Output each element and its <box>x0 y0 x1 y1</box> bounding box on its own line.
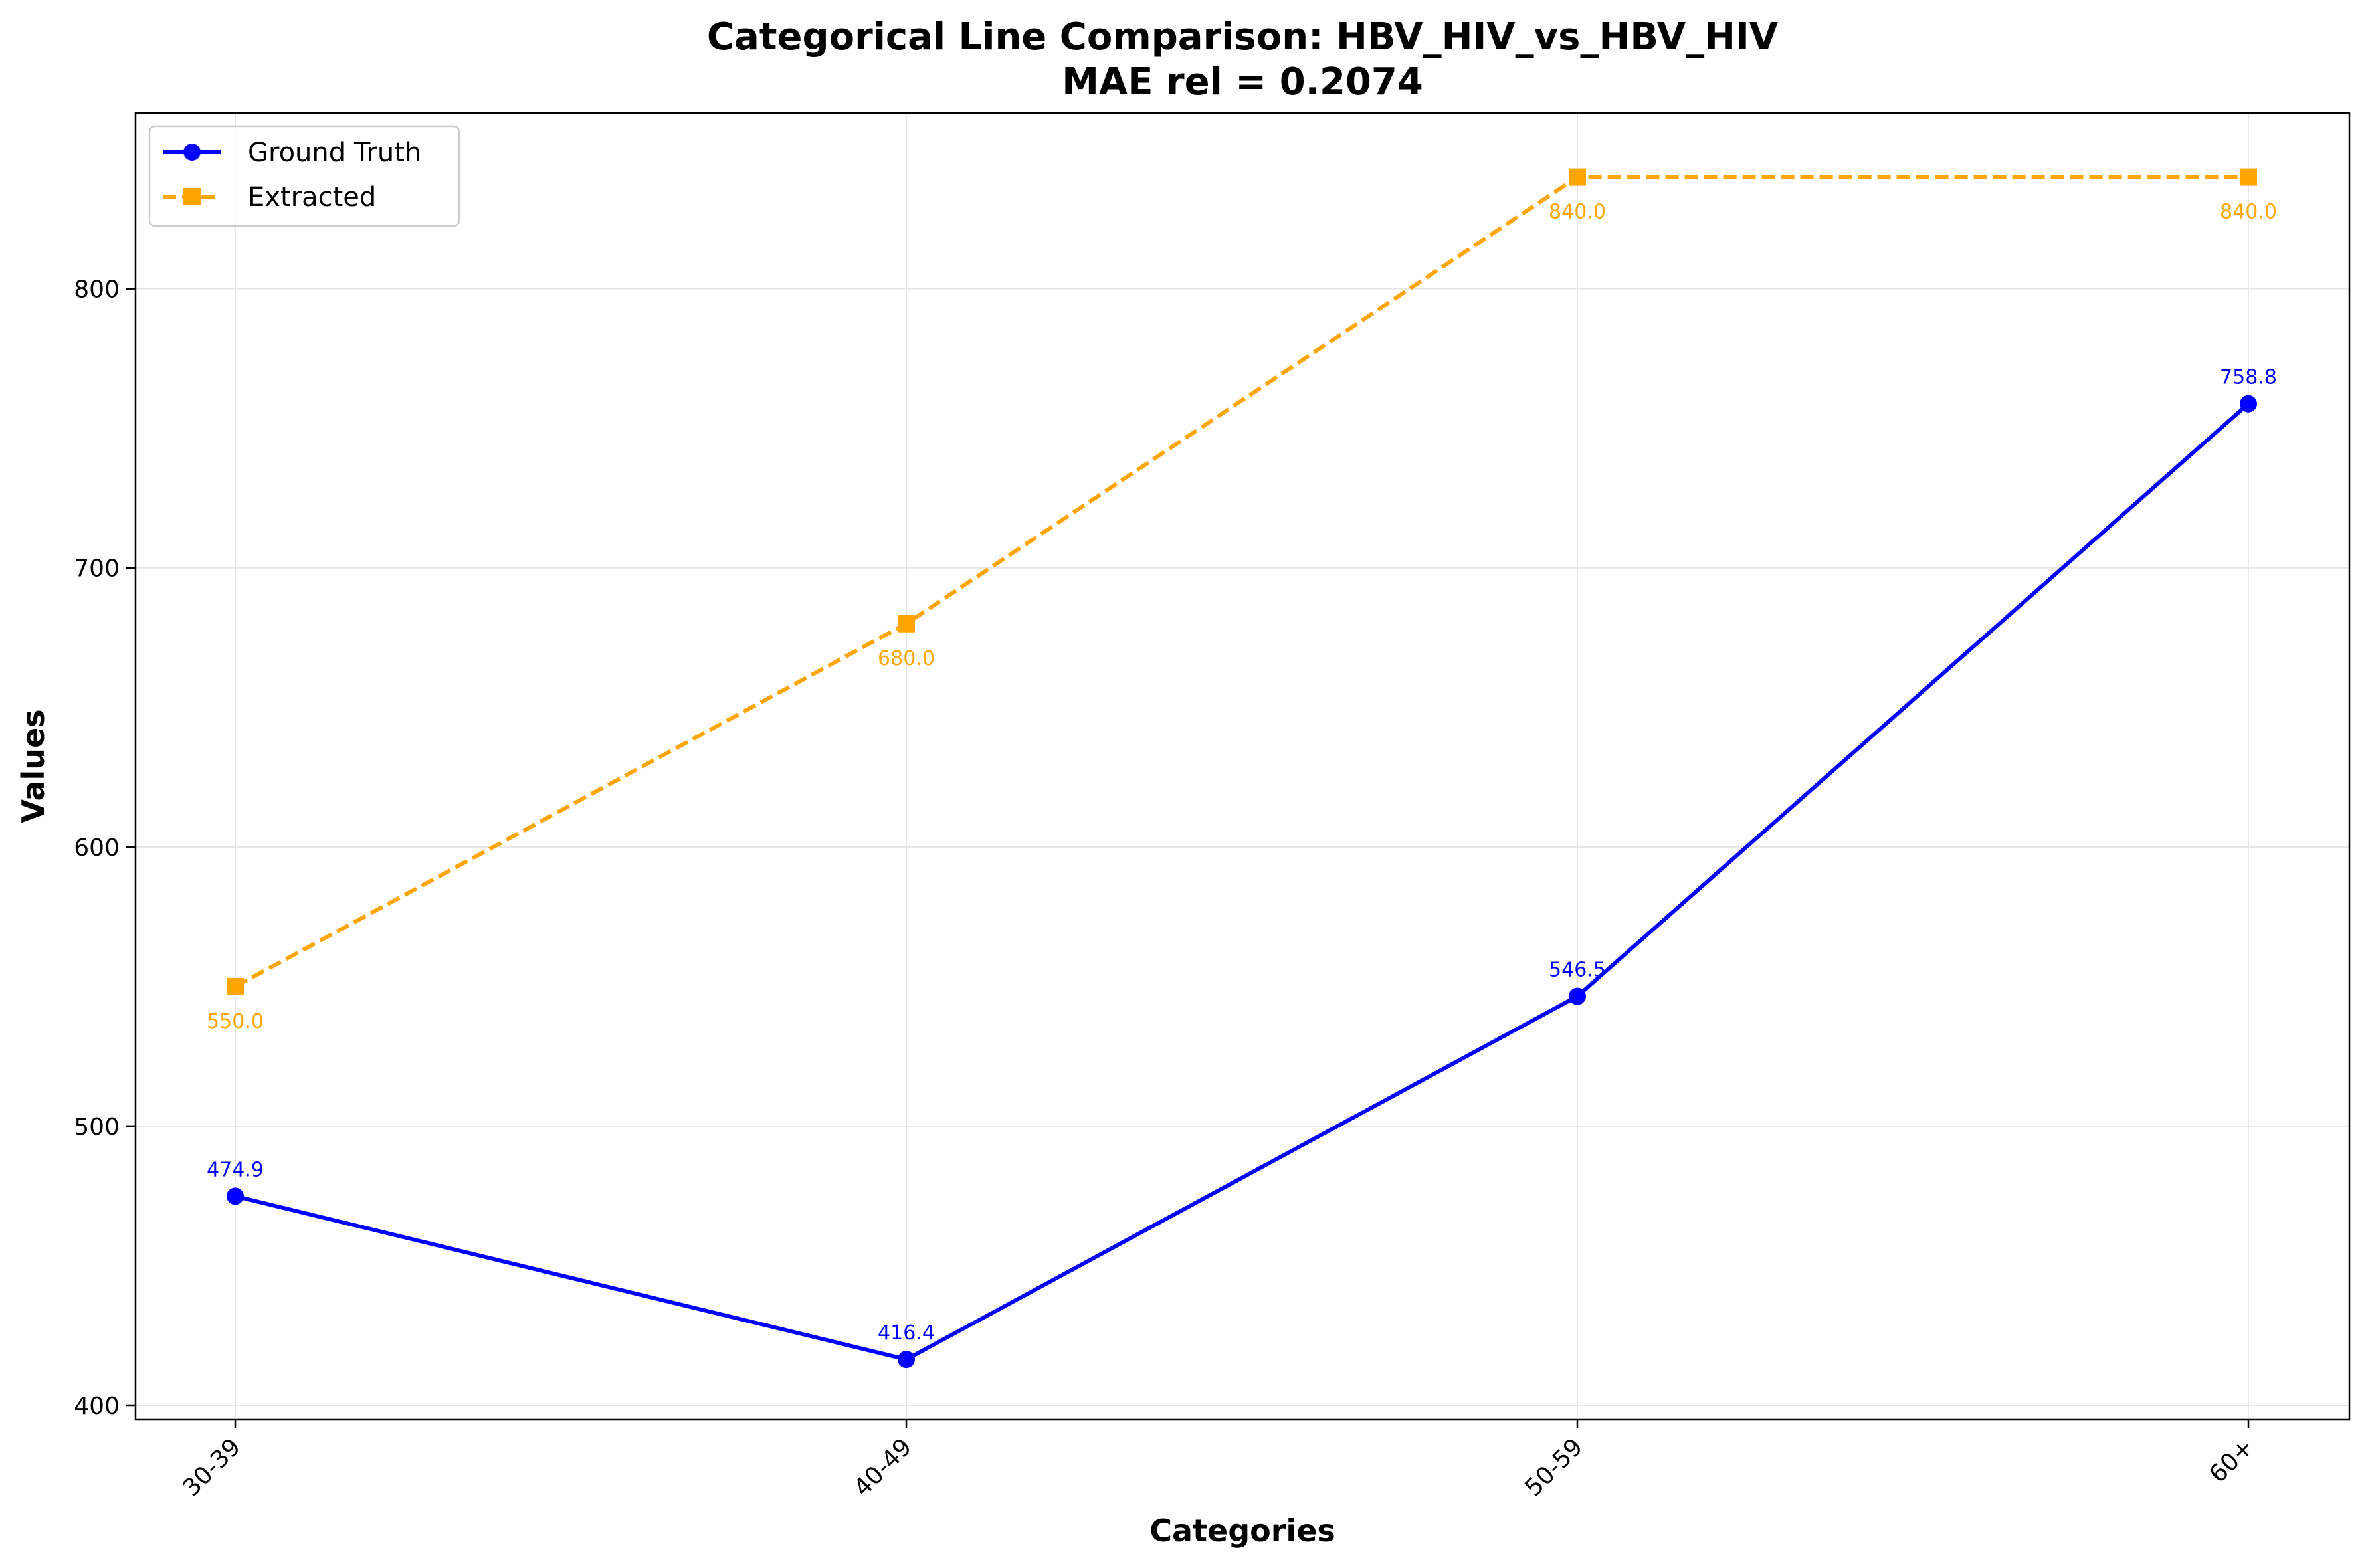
chart-title: Categorical Line Comparison: HBV_HIV_vs_… <box>707 15 1779 58</box>
data-point-extracted-2 <box>1569 168 1586 186</box>
series-line-extracted <box>234 175 2248 989</box>
y-tick-label-700: 700 <box>74 555 120 583</box>
legend-box <box>148 125 460 227</box>
data-label-ground-truth-0: 474.9 <box>207 1158 264 1181</box>
data-point-ground-truth-3 <box>2240 395 2257 413</box>
data-point-extracted-0 <box>227 977 244 995</box>
series-layer <box>227 168 2257 1369</box>
data-point-extracted-1 <box>898 615 915 633</box>
grid-lines <box>136 113 2349 1419</box>
y-tick-label-600: 600 <box>74 834 120 862</box>
legend-swatch-marker-extracted <box>183 188 201 205</box>
chart-subtitle: MAE rel = 0.2074 <box>1062 60 1423 104</box>
data-point-ground-truth-1 <box>898 1351 915 1369</box>
legend-swatch-marker-ground-truth <box>183 144 201 161</box>
legend-entry-ground-truth: Ground Truth <box>248 138 421 168</box>
data-label-ground-truth-3: 758.8 <box>2220 366 2277 389</box>
data-label-extracted-0: 550.0 <box>207 1010 264 1033</box>
y-tick-label-500: 500 <box>74 1114 120 1141</box>
data-label-extracted-3: 840.0 <box>2220 201 2277 224</box>
data-point-extracted-3 <box>2240 168 2257 186</box>
legend-entry-extracted: Extracted <box>248 182 376 213</box>
data-label-extracted-2: 840.0 <box>1549 201 1606 224</box>
plot-area-frame <box>134 112 2351 1421</box>
data-label-ground-truth-2: 546.5 <box>1549 959 1606 982</box>
data-label-ground-truth-1: 416.4 <box>878 1322 935 1345</box>
data-point-ground-truth-2 <box>1569 987 1586 1005</box>
data-point-ground-truth-0 <box>227 1187 244 1205</box>
series-line-ground-truth <box>235 402 2250 1362</box>
y-tick-label-800: 800 <box>74 276 120 304</box>
data-label-extracted-1: 680.0 <box>878 647 935 670</box>
data-labels: 474.9 416.4 546.5 758.8 550.0 680.0 840.0 840.0 <box>207 201 2277 1345</box>
x-axis-label: Categories <box>1149 1513 1335 1549</box>
y-axis-label: Values <box>15 709 51 823</box>
y-tick-label-400: 400 <box>74 1393 120 1420</box>
legend: Ground Truth Extracted <box>148 125 460 227</box>
